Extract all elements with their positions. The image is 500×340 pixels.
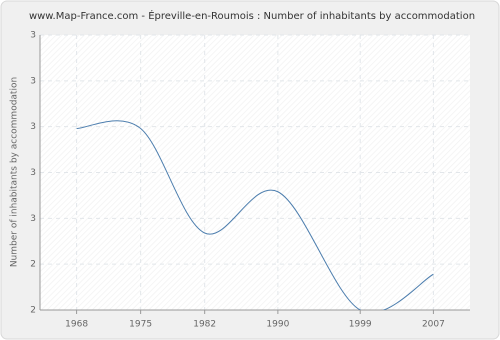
y-tick-label: 3 bbox=[30, 122, 36, 132]
y-tick-label: 3 bbox=[30, 31, 36, 41]
y-tick-label: 3 bbox=[30, 168, 36, 178]
x-tick-label: 2007 bbox=[422, 320, 445, 330]
line-series bbox=[76, 120, 434, 310]
x-tick-label: 1982 bbox=[193, 320, 216, 330]
x-tick-label: 1999 bbox=[349, 320, 372, 330]
y-tick-label: 3 bbox=[30, 76, 36, 86]
x-tick-label: 1990 bbox=[266, 320, 289, 330]
plot-area bbox=[40, 35, 470, 310]
x-tick-label: 1975 bbox=[129, 320, 152, 330]
chart-title: www.Map-France.com - Épreville-en-Roumoi… bbox=[29, 9, 475, 22]
y-axis-label: Number of inhabitants by accommodation bbox=[10, 77, 20, 267]
y-tick-label: 2 bbox=[30, 260, 36, 270]
plot-clip bbox=[76, 120, 434, 310]
y-tick-label: 3 bbox=[30, 214, 36, 224]
x-tick-label: 1968 bbox=[65, 320, 88, 330]
y-tick-label: 2 bbox=[30, 306, 36, 316]
